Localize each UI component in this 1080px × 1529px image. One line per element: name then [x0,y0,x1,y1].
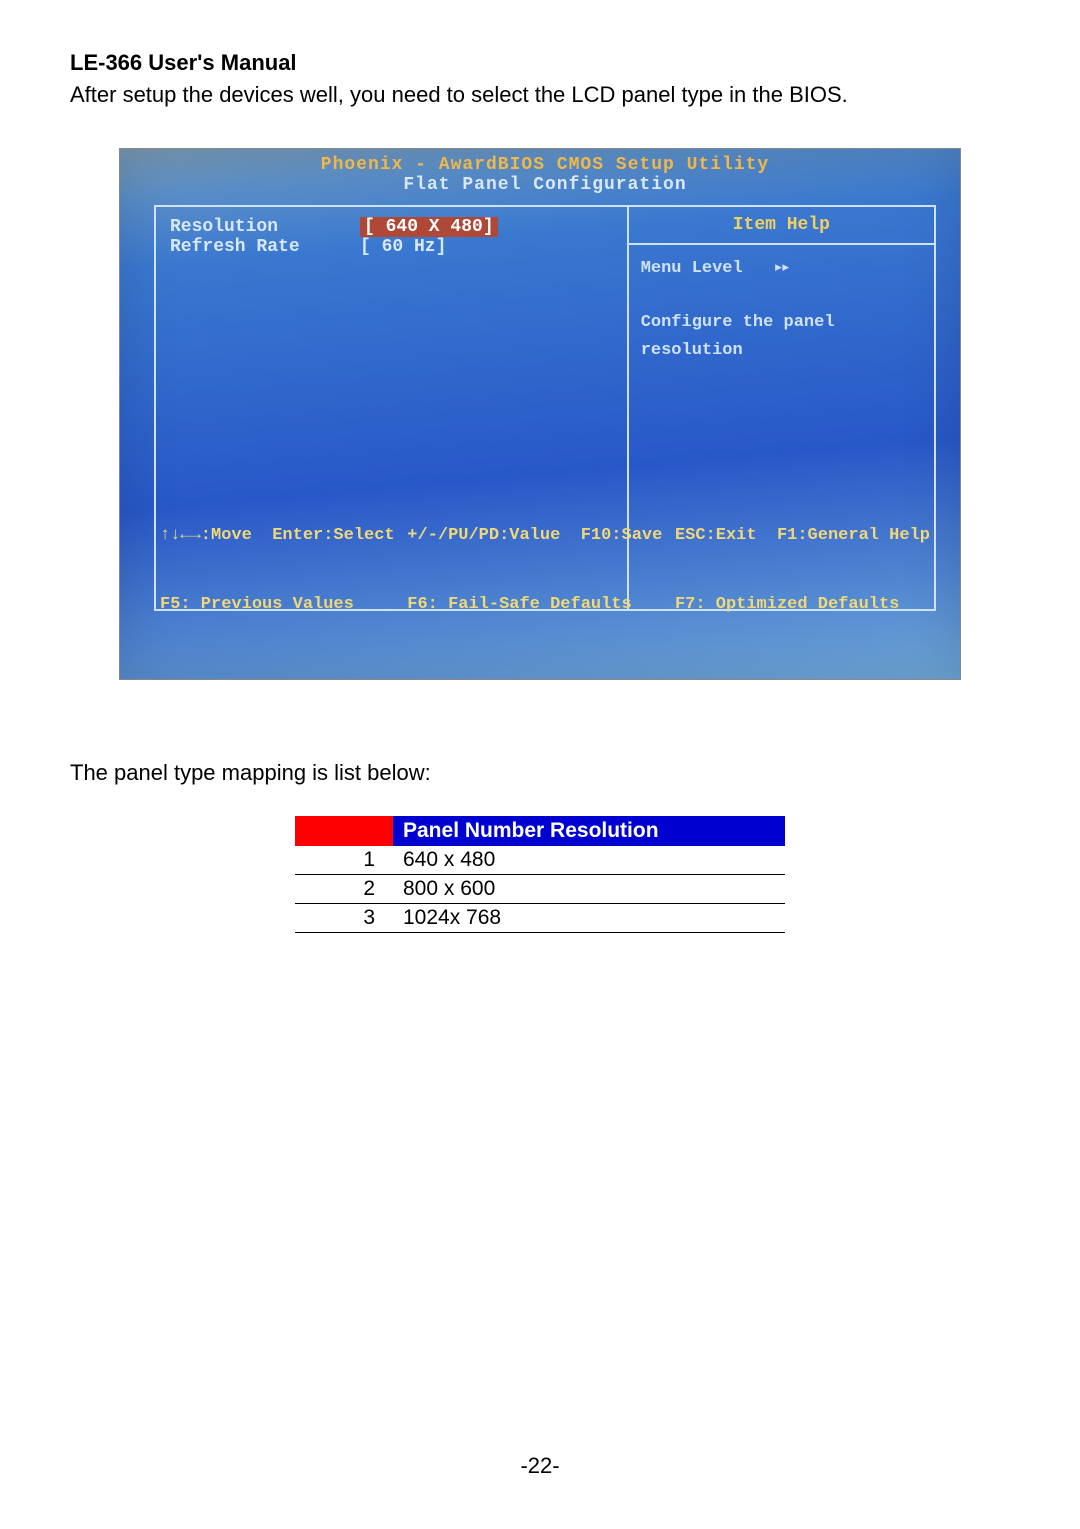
footer-hint: F6: Fail-Safe Defaults [407,594,662,617]
setting-value-highlighted: [ 640 X 480] [360,217,498,237]
setting-row[interactable]: Resolution [ 640 X 480] [170,217,613,237]
footer-hint: ESC:Exit F1:General Help [675,525,930,548]
bios-title: Phoenix - AwardBIOS CMOS Setup Utility [150,155,940,175]
table-cell-res: 640 x 480 [393,846,785,875]
chevron-right-icon: ▸▸ [773,259,787,278]
footer-hint: F7: Optimized Defaults [675,594,930,617]
footer-hint: +/-/PU/PD:Value F10:Save [407,525,662,548]
panel-mapping-table: Panel Number Resolution 1 640 x 480 2 80… [295,816,785,933]
table-cell-num: 3 [295,904,393,933]
table-header-resolution: Panel Number Resolution [393,816,785,846]
table-cell-res: 800 x 600 [393,875,785,904]
table-row: 2 800 x 600 [295,875,785,904]
bios-menu-level: Menu Level ▸▸ [641,255,922,282]
bios-help-text: Configure the panel resolution [641,309,922,363]
footer-hint: F5: Previous Values [160,594,395,617]
table-cell-res: 1024x 768 [393,904,785,933]
doc-header: LE-366 User's Manual [70,50,1010,76]
setting-label: Resolution [170,217,360,237]
footer-hint: ↑↓←→:Move Enter:Select [160,525,395,548]
table-cell-num: 1 [295,846,393,875]
table-header-blank [295,816,393,846]
table-cell-num: 2 [295,875,393,904]
bios-subtitle: Flat Panel Configuration [150,175,940,195]
setting-value: [ 60 Hz] [360,237,446,257]
table-caption: The panel type mapping is list below: [70,760,1010,786]
menu-level-label: Menu Level [641,259,743,278]
bios-screenshot: Phoenix - AwardBIOS CMOS Setup Utility F… [119,148,961,680]
doc-intro: After setup the devices well, you need t… [70,82,1010,108]
bios-footer: ↑↓←→:Move Enter:Select F5: Previous Valu… [154,480,936,664]
table-row: 1 640 x 480 [295,846,785,875]
page-number: -22- [0,1453,1080,1479]
setting-row[interactable]: Refresh Rate [ 60 Hz] [170,237,613,257]
setting-label: Refresh Rate [170,237,360,257]
bios-help-title: Item Help [629,207,934,245]
table-row: 3 1024x 768 [295,904,785,933]
